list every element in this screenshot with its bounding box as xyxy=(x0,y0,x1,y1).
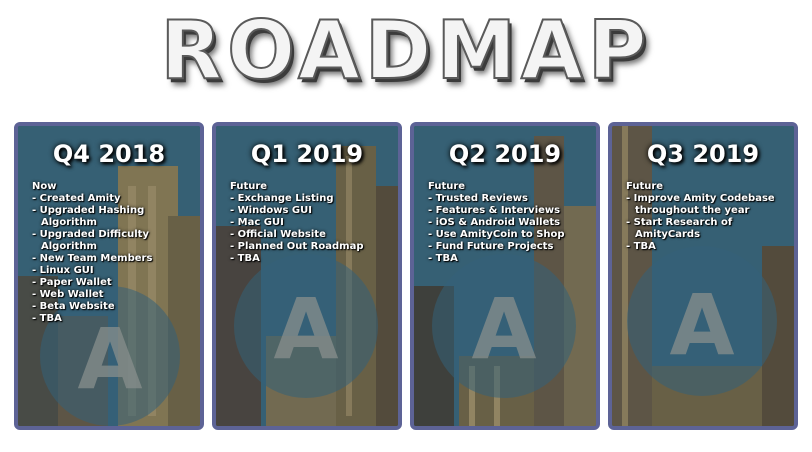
roadmap-card-q4-2018: A Q4 2018 Now - Created Amity - Upgraded… xyxy=(14,122,204,430)
city-skyline-background: A xyxy=(216,126,398,426)
card-item-list: - Trusted Reviews - Features & Interview… xyxy=(428,193,590,265)
svg-text:A: A xyxy=(471,280,536,378)
roadmap-card-q1-2019: A Q1 2019 Future - Exchange Listing - Wi… xyxy=(212,122,402,430)
list-item: - Beta Website xyxy=(32,301,115,312)
card-tint xyxy=(414,126,596,426)
card-tint xyxy=(216,126,398,426)
page-title: ROADMAP xyxy=(160,4,652,97)
city-skyline-background: A xyxy=(612,126,794,426)
list-item: - Created Amity xyxy=(32,193,121,204)
list-item: - Official Website xyxy=(230,229,326,240)
roadmap-cards: A Q4 2018 Now - Created Amity - Upgraded… xyxy=(14,122,800,432)
list-item: - Trusted Reviews xyxy=(428,193,528,204)
list-item: - Upgraded Difficulty Algorithm xyxy=(32,229,149,252)
card-quarter-label: Q2 2019 xyxy=(448,140,562,168)
card-status: Future xyxy=(428,181,466,192)
svg-text:A: A xyxy=(669,276,734,374)
list-item: - Mac GUI xyxy=(230,217,284,228)
list-item: - Exchange Listing xyxy=(230,193,334,204)
card-status: Now xyxy=(32,181,57,192)
city-skyline-background: A xyxy=(18,126,200,426)
list-item: - TBA xyxy=(32,313,62,324)
card-item-list: - Created Amity - Upgraded Hashing Algor… xyxy=(32,193,194,325)
card-status: Future xyxy=(626,181,664,192)
card-tint xyxy=(612,126,794,426)
card-item-list: - Improve Amity Codebase throughout the … xyxy=(626,193,788,253)
list-item: - Start Research of AmityCards xyxy=(626,217,733,240)
list-item: - TBA xyxy=(428,253,458,264)
svg-text:A: A xyxy=(273,280,338,378)
list-item: - iOS & Android Wallets xyxy=(428,217,561,228)
list-item: - Planned Out Roadmap xyxy=(230,241,364,252)
card-content: Future - Exchange Listing - Windows GUI … xyxy=(230,181,392,265)
list-item: - TBA xyxy=(230,253,260,264)
list-item: - Fund Future Projects xyxy=(428,241,554,252)
card-quarter-label: Q3 2019 xyxy=(646,140,760,168)
card-content: Future - Trusted Reviews - Features & In… xyxy=(428,181,590,265)
list-item: - Windows GUI xyxy=(230,205,312,216)
list-item: - Linux GUI xyxy=(32,265,94,276)
card-tint xyxy=(18,126,200,426)
card-content: Now - Created Amity - Upgraded Hashing A… xyxy=(32,181,194,325)
list-item: - New Team Members xyxy=(32,253,153,264)
card-quarter-label: Q4 2018 xyxy=(52,140,166,168)
svg-text:A: A xyxy=(77,310,142,408)
list-item: - Upgraded Hashing Algorithm xyxy=(32,205,145,228)
list-item: - Improve Amity Codebase throughout the … xyxy=(626,193,775,216)
list-item: - Paper Wallet xyxy=(32,277,112,288)
card-quarter-label: Q1 2019 xyxy=(250,140,364,168)
list-item: - Web Wallet xyxy=(32,289,104,300)
list-item: - TBA xyxy=(626,241,656,252)
list-item: - Use AmityCoin to Shop xyxy=(428,229,565,240)
card-status: Future xyxy=(230,181,268,192)
card-content: Future - Improve Amity Codebase througho… xyxy=(626,181,788,253)
city-skyline-background: A xyxy=(414,126,596,426)
roadmap-card-q2-2019: A Q2 2019 Future - Trusted Reviews - Fea… xyxy=(410,122,600,430)
roadmap-card-q3-2019: A Q3 2019 Future - Improve Amity Codebas… xyxy=(608,122,798,430)
card-item-list: - Exchange Listing - Windows GUI - Mac G… xyxy=(230,193,392,265)
list-item: - Features & Interviews xyxy=(428,205,561,216)
